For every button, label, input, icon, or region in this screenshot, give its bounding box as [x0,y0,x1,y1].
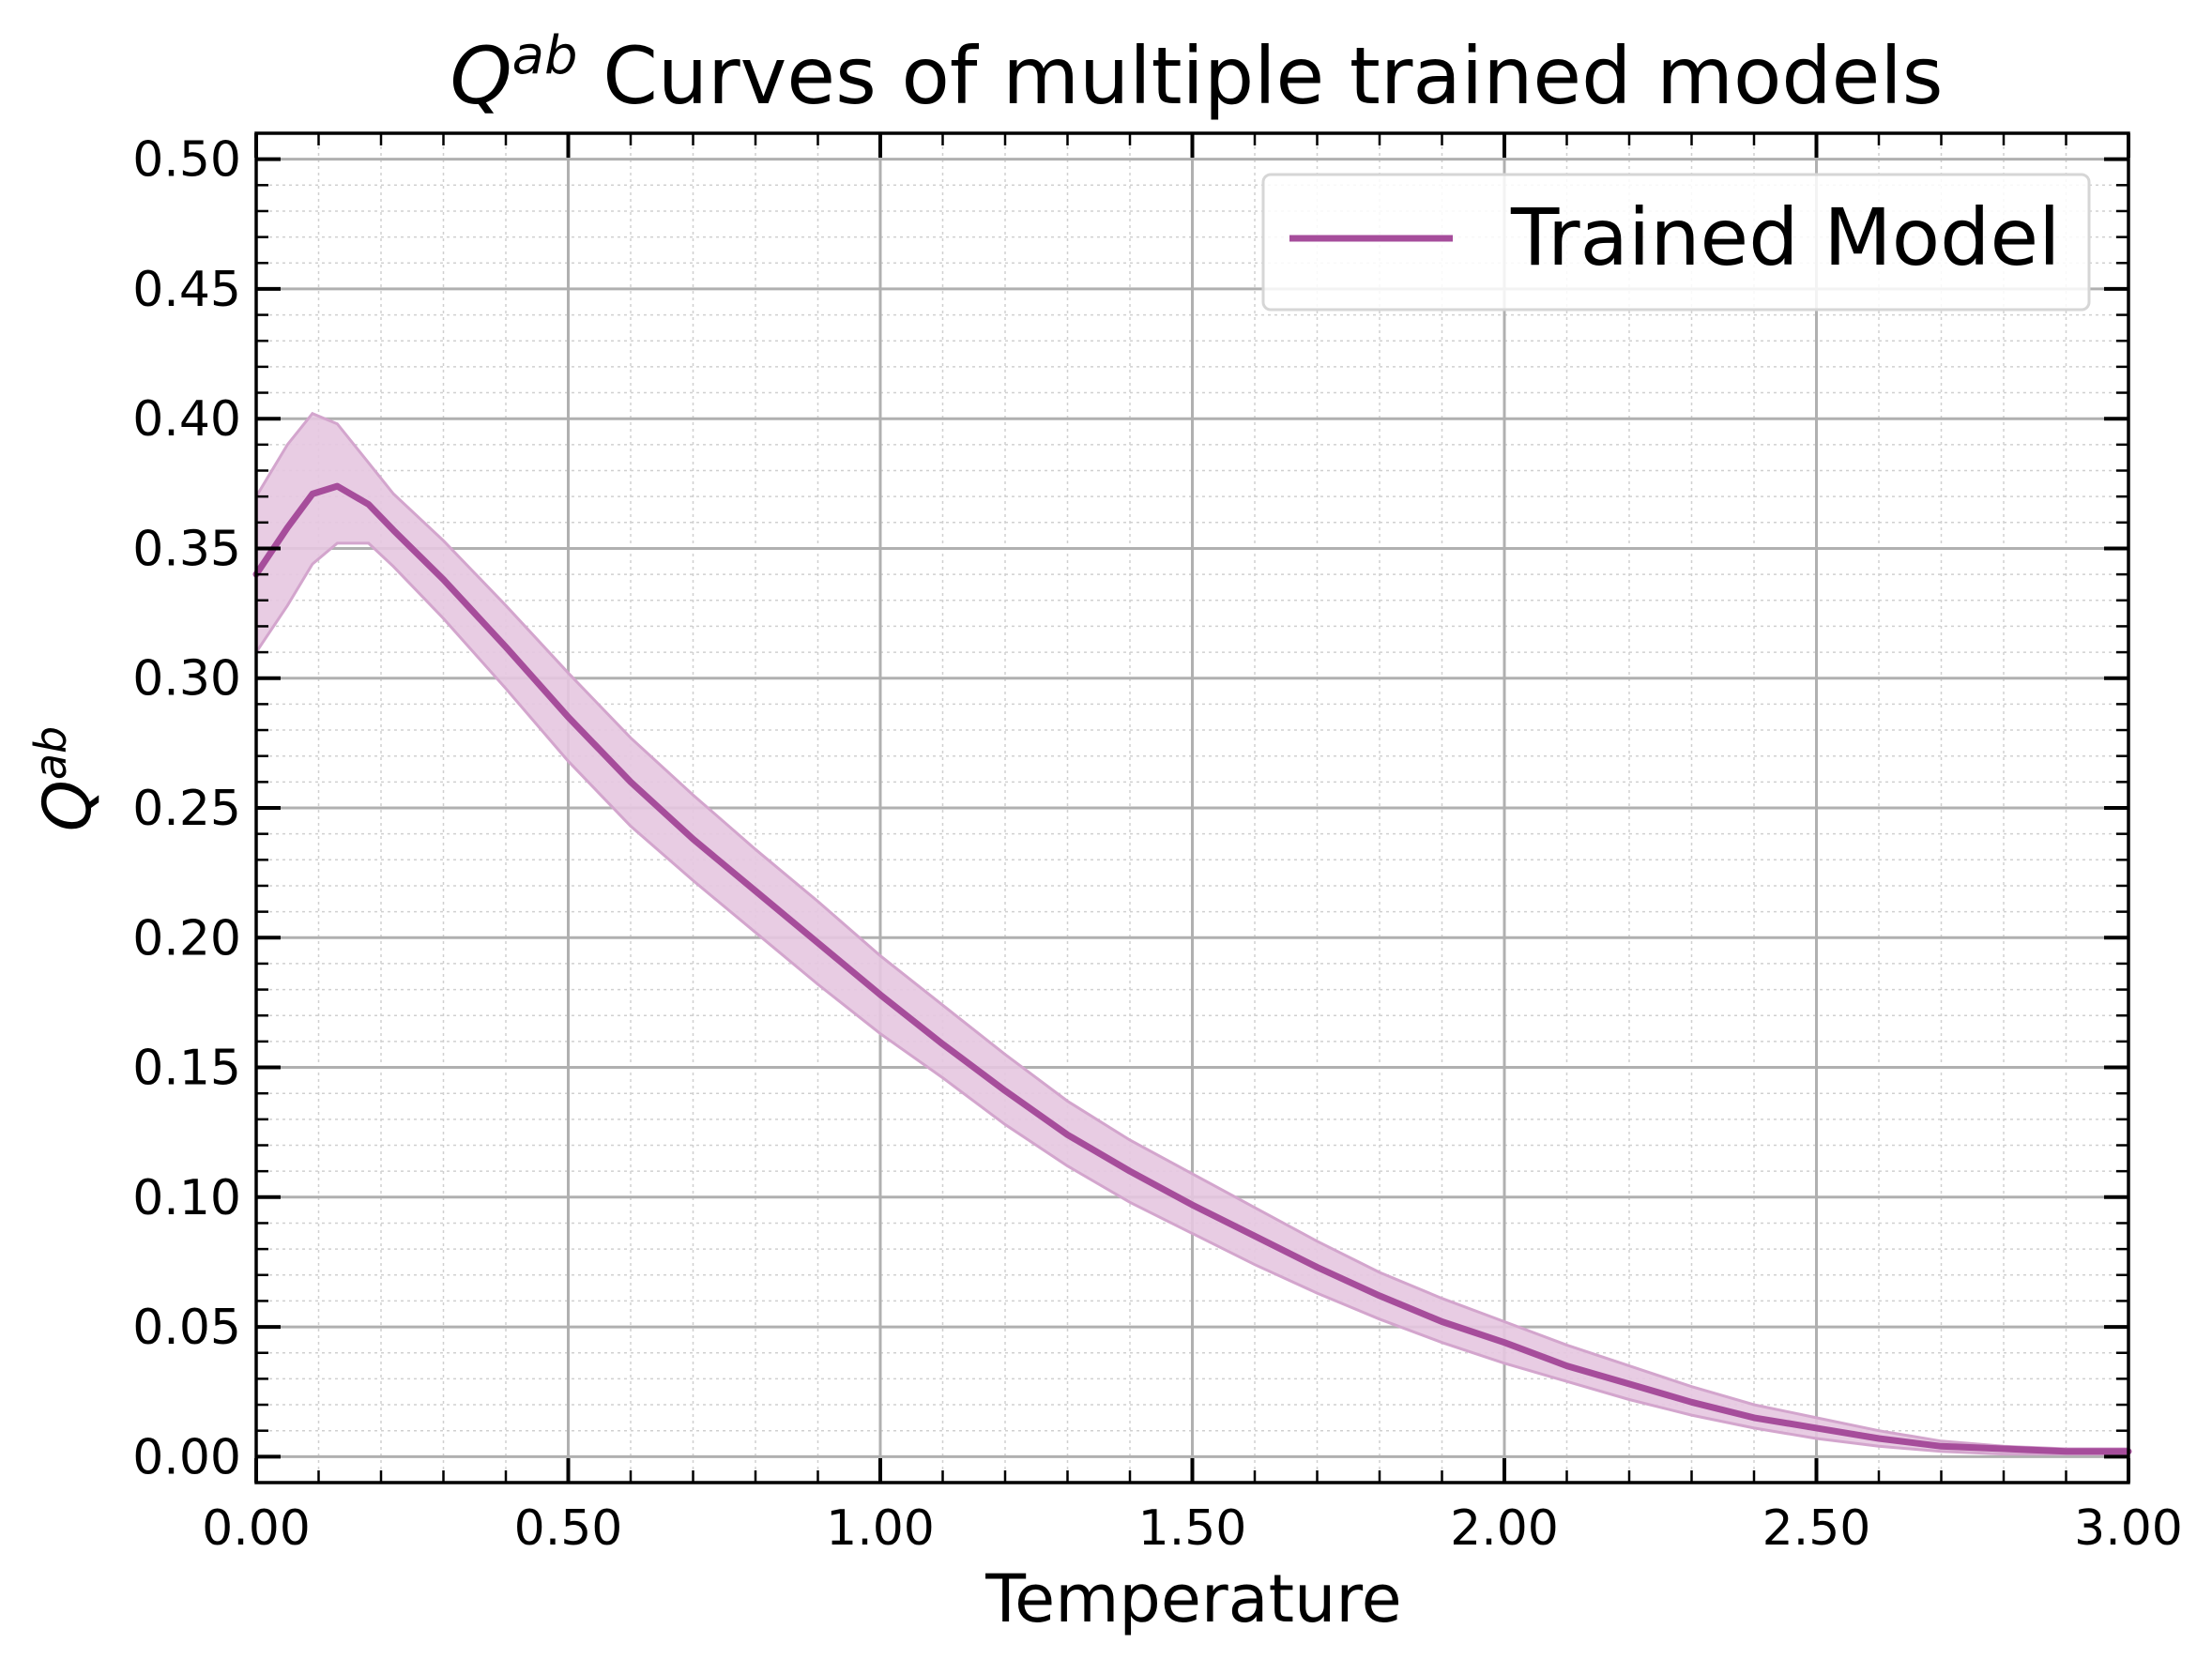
y-tick-label: 0.15 [132,1041,241,1097]
y-tick-label: 0.25 [132,781,241,837]
x-tick-label: 0.50 [514,1500,623,1557]
y-tick-label: 0.35 [132,521,241,577]
y-tick-label: 0.45 [132,262,241,318]
x-tick-label: 3.00 [2074,1500,2183,1557]
y-tick-label: 0.30 [132,651,241,708]
x-tick-labels: 0.00 0.50 1.00 1.50 2.00 2.50 3.00 [202,1500,2183,1557]
x-tick-label: 2.00 [1450,1500,1559,1557]
y-tick-label: 0.40 [132,391,241,448]
y-axis-label: Qab [25,726,106,832]
y-tick-label: 0.00 [132,1429,241,1485]
series-line-trained-model [252,482,2132,1455]
x-tick-label: 2.50 [1762,1500,1871,1557]
series-line-layer [252,482,2132,1455]
x-tick-label: 1.00 [826,1500,935,1557]
y-tick-labels: 0.00 0.05 0.10 0.15 0.20 0.25 0.30 0.35 0.40 0.45… [132,132,241,1486]
chart-title: Qab Curves of multiple trained models [450,25,1944,122]
y-tick-label: 0.20 [132,910,241,966]
legend-box [1261,173,2091,312]
x-axis-label: Temperature [984,1560,1401,1637]
y-tick-label: 0.50 [132,132,241,189]
y-tick-label: 0.05 [132,1300,241,1356]
y-tick-label: 0.10 [132,1170,241,1226]
legend: Trained Model [1261,173,2091,312]
x-tick-label: 1.50 [1138,1500,1247,1557]
x-tick-label: 0.00 [202,1500,311,1557]
legend-label: Trained Model [1510,191,2060,283]
plot-frame [254,131,2130,1484]
